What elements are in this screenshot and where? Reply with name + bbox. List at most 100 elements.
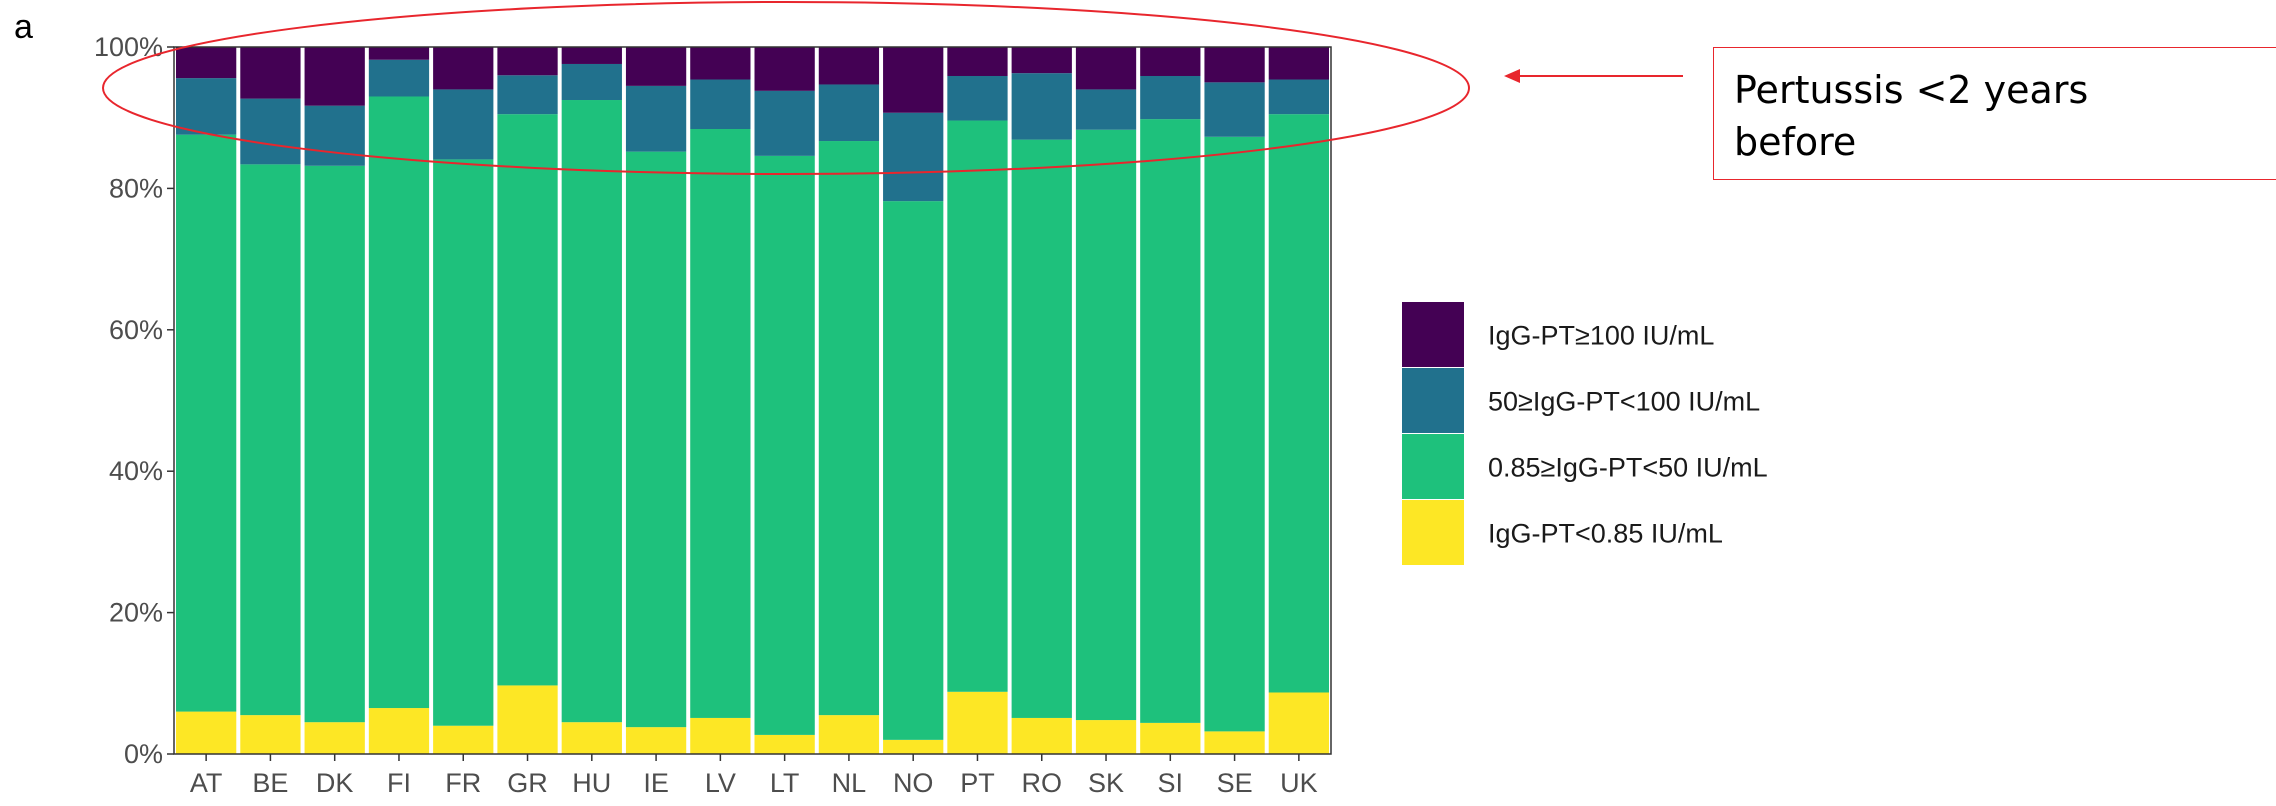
bar-segment-uk-s2 (1268, 79, 1329, 115)
annotation-callout-box: Pertussis <2 years before (1713, 47, 2276, 180)
x-tick-label-fr: FR (445, 768, 481, 798)
bar-segment-fi-s3 (368, 47, 430, 60)
legend-swatch (1402, 434, 1464, 499)
bar-segment-dk-s2 (304, 105, 365, 166)
bar-segment-lt-s3 (754, 47, 815, 91)
legend: IgG-PT≥100 IU/mL 50≥IgG-PT<100 IU/mL 0.85≥… (1402, 302, 1768, 565)
plot-border (173, 46, 1332, 755)
bar-segment-dk-s3 (304, 47, 365, 106)
bar-segment-lv-s2 (690, 79, 751, 130)
bar-segment-lv-s3 (690, 47, 751, 80)
bar-segment-ro-s0 (1011, 717, 1072, 754)
bar-segment-gr-s1 (497, 114, 558, 686)
bar-segment-lt-s1 (754, 155, 815, 735)
bar-segment-at-s3 (176, 47, 237, 79)
bar-segment-pt-s0 (947, 691, 1008, 754)
bar-segment-no-s0 (883, 739, 944, 754)
bar-segment-fr-s0 (433, 725, 494, 754)
bar-segment-nl-s2 (818, 84, 880, 142)
bar-segment-se-s3 (1204, 47, 1265, 83)
bar-segment-pt-s2 (947, 75, 1008, 121)
panel-label: a (14, 8, 33, 46)
x-tick-label-ro: RO (1022, 768, 1063, 798)
bar-segment-fr-s1 (433, 159, 494, 726)
bar-segment-dk-s1 (304, 165, 365, 723)
bar-segment-lt-s0 (754, 734, 815, 754)
bar-segment-no-s2 (883, 112, 944, 202)
x-tick-label-be: BE (252, 768, 288, 798)
x-tick-label-dk: DK (316, 768, 354, 798)
bar-segment-ie-s1 (625, 151, 687, 728)
bar-segment-sk-s0 (1075, 720, 1137, 754)
bar-segment-si-s3 (1140, 47, 1201, 76)
y-axis: 0% 20% 40% 60% 80% 100% (94, 32, 174, 769)
bar-segment-se-s0 (1204, 731, 1265, 754)
bar-segment-fi-s2 (368, 59, 430, 97)
bar-segment-nl-s0 (818, 715, 880, 754)
legend-swatch (1402, 368, 1464, 433)
x-tick-label-lt: LT (770, 768, 800, 798)
bar-segment-fi-s0 (368, 708, 430, 754)
bar-segment-pt-s1 (947, 120, 1008, 692)
y-tick-label: 80% (109, 173, 163, 203)
y-tick-label: 20% (109, 598, 163, 628)
bar-segment-lv-s1 (690, 129, 751, 718)
x-tick-label-si: SI (1158, 768, 1184, 798)
x-tick-label-no: NO (893, 768, 934, 798)
legend-label: 0.85≥IgG-PT<50 IU/mL (1488, 453, 1768, 483)
bar-segment-gr-s0 (497, 685, 558, 754)
legend-swatch (1402, 302, 1464, 367)
legend-swatch (1402, 500, 1464, 565)
bar-segment-be-s0 (240, 715, 301, 754)
bar-segment-gr-s2 (497, 75, 558, 115)
bar-segment-sk-s3 (1075, 47, 1137, 90)
bar-segment-lv-s0 (690, 717, 751, 754)
legend-label: IgG-PT<0.85 IU/mL (1488, 519, 1723, 549)
bar-segment-ro-s2 (1011, 73, 1072, 140)
y-tick-label: 100% (94, 32, 163, 62)
x-tick-label-at: AT (190, 768, 223, 798)
x-tick-label-uk: UK (1280, 768, 1318, 798)
bar-segment-si-s2 (1140, 75, 1201, 120)
bar-segment-at-s1 (176, 134, 237, 712)
x-tick-label-gr: GR (507, 768, 548, 798)
bar-segment-no-s3 (883, 47, 944, 113)
bar-segment-hu-s0 (561, 722, 622, 754)
bar-segment-nl-s1 (818, 141, 880, 716)
annotation-line-2: before (1734, 120, 1857, 164)
bar-segment-ie-s0 (625, 727, 687, 754)
x-tick-label-se: SE (1217, 768, 1253, 798)
bar-segment-fr-s2 (433, 89, 494, 160)
bar-segment-at-s0 (176, 711, 237, 754)
y-tick-label: 60% (109, 315, 163, 345)
bar-segment-lt-s2 (754, 90, 815, 156)
y-tick-label: 0% (124, 739, 163, 769)
legend-label: 50≥IgG-PT<100 IU/mL (1488, 387, 1760, 417)
bar-segment-se-s1 (1204, 136, 1265, 732)
bar-segment-se-s2 (1204, 82, 1265, 137)
x-tick-label-pt: PT (960, 768, 995, 798)
bar-segment-ro-s1 (1011, 139, 1072, 718)
y-tick-label: 40% (109, 456, 163, 486)
arrow-head-icon (1504, 69, 1520, 83)
bar-segment-uk-s3 (1268, 47, 1329, 80)
bar-segment-si-s1 (1140, 119, 1201, 723)
x-tick-label-fi: FI (387, 768, 411, 798)
x-tick-label-lv: LV (705, 768, 736, 798)
bar-segment-be-s1 (240, 164, 301, 716)
bar-segment-ro-s3 (1011, 47, 1072, 74)
bar-segment-uk-s0 (1268, 692, 1329, 754)
annotation-line-1: Pertussis <2 years (1734, 68, 2089, 112)
annotation-callout-text: Pertussis <2 years before (1734, 64, 2088, 168)
x-tick-label-ie: IE (643, 768, 669, 798)
bar-segment-nl-s3 (818, 47, 880, 85)
highlight-ellipse (102, 1, 1470, 175)
bar-segment-hu-s3 (561, 47, 622, 64)
bar-segment-be-s3 (240, 47, 301, 99)
x-tick-label-sk: SK (1088, 768, 1124, 798)
bar-segment-hu-s2 (561, 63, 622, 101)
legend-label: IgG-PT≥100 IU/mL (1488, 321, 1714, 351)
plot-area (173, 46, 1332, 755)
bar-segment-hu-s1 (561, 100, 622, 723)
